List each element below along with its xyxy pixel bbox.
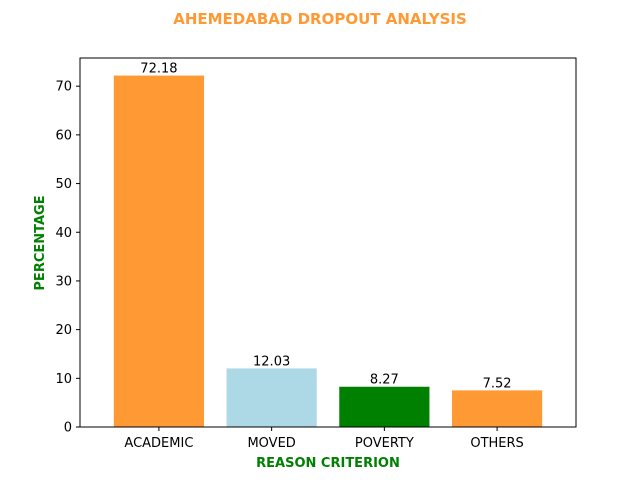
y-tick-label: 0 xyxy=(64,421,72,436)
bar-poverty xyxy=(339,386,430,427)
data-label: 72.18 xyxy=(140,62,177,77)
x-tick-label: ACADEMIC xyxy=(124,436,193,451)
x-tick-label: MOVED xyxy=(247,436,295,451)
data-label: 7.52 xyxy=(483,376,512,391)
chart-title: AHEMEDABAD DROPOUT ANALYSIS xyxy=(173,10,467,28)
y-tick-label: 20 xyxy=(55,323,72,338)
x-tick-label: POVERTY xyxy=(355,436,414,451)
bar-academic xyxy=(113,75,204,428)
y-axis-label: PERCENTAGE xyxy=(33,195,48,290)
x-tick-label: OTHERS xyxy=(470,436,523,451)
y-tick-label: 40 xyxy=(55,226,72,241)
data-label: 8.27 xyxy=(370,373,399,388)
y-tick-label: 30 xyxy=(55,274,72,289)
bars-layer: 72.18 12.03 8.27 7.52 xyxy=(113,62,543,428)
y-tick-label: 50 xyxy=(55,177,72,192)
plot-frame xyxy=(79,57,577,428)
bar-moved xyxy=(226,368,317,427)
y-tick-label: 10 xyxy=(55,372,72,387)
x-axis-label: REASON CRITERION xyxy=(256,456,400,471)
x-axis-ticks: ACADEMIC MOVED POVERTY OTHERS xyxy=(124,427,524,451)
y-axis-ticks: 0 10 20 30 40 50 60 70 xyxy=(55,80,80,436)
data-label: 12.03 xyxy=(253,354,290,369)
y-tick-label: 60 xyxy=(55,128,72,143)
bar-others xyxy=(452,390,543,427)
y-tick-label: 70 xyxy=(55,80,72,95)
